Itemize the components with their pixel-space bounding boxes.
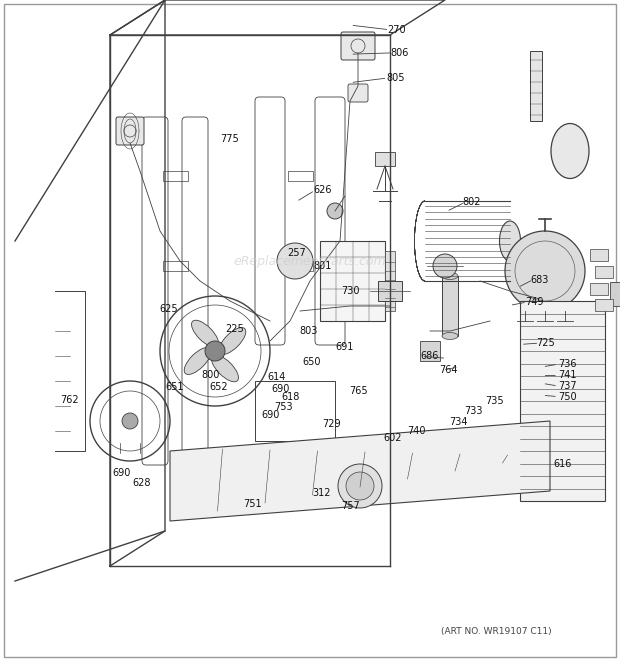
Bar <box>590 249 608 261</box>
Text: 806: 806 <box>391 48 409 58</box>
Text: 686: 686 <box>420 351 439 362</box>
Text: 626: 626 <box>313 185 332 196</box>
Bar <box>530 51 542 121</box>
Text: 735: 735 <box>485 395 503 406</box>
Text: 740: 740 <box>407 426 426 436</box>
Text: 751: 751 <box>244 499 262 510</box>
Bar <box>255 381 335 441</box>
Ellipse shape <box>211 355 239 382</box>
Bar <box>375 152 395 166</box>
Text: 683: 683 <box>530 274 549 285</box>
Text: (ART NO. WR19107 C11): (ART NO. WR19107 C11) <box>441 627 551 636</box>
Ellipse shape <box>192 320 218 347</box>
Text: 618: 618 <box>281 391 299 402</box>
Bar <box>610 282 620 306</box>
Text: 270: 270 <box>388 24 406 35</box>
Text: 651: 651 <box>166 381 184 392</box>
Text: 652: 652 <box>209 381 228 392</box>
Text: 625: 625 <box>159 303 178 314</box>
Circle shape <box>327 203 343 219</box>
Text: 803: 803 <box>299 325 318 336</box>
FancyBboxPatch shape <box>116 117 144 145</box>
Ellipse shape <box>551 124 589 178</box>
Bar <box>442 276 458 336</box>
Text: 312: 312 <box>312 488 330 498</box>
Bar <box>520 301 605 501</box>
Bar <box>378 281 402 301</box>
Text: 750: 750 <box>558 391 577 402</box>
Text: 775: 775 <box>220 134 239 144</box>
Text: 800: 800 <box>202 370 220 381</box>
Bar <box>420 341 440 361</box>
FancyBboxPatch shape <box>348 84 368 102</box>
Bar <box>595 299 613 311</box>
Text: 736: 736 <box>558 359 577 369</box>
Text: eReplacementParts.com: eReplacementParts.com <box>234 254 386 268</box>
Bar <box>288 261 313 271</box>
Text: 802: 802 <box>462 197 480 208</box>
Text: 691: 691 <box>335 342 354 352</box>
Text: 616: 616 <box>554 459 572 469</box>
Ellipse shape <box>500 221 521 261</box>
Text: 725: 725 <box>536 338 555 348</box>
Text: 602: 602 <box>384 433 402 444</box>
Ellipse shape <box>219 328 246 354</box>
Text: 734: 734 <box>450 416 468 427</box>
Ellipse shape <box>184 348 211 375</box>
Text: 628: 628 <box>132 478 151 488</box>
Bar <box>163 171 188 181</box>
Text: 753: 753 <box>275 401 293 412</box>
Text: 737: 737 <box>558 381 577 391</box>
Text: 741: 741 <box>558 370 577 381</box>
Circle shape <box>277 243 313 279</box>
Circle shape <box>205 341 225 361</box>
Circle shape <box>122 413 138 429</box>
Polygon shape <box>170 421 550 521</box>
Ellipse shape <box>442 332 458 340</box>
Circle shape <box>433 254 457 278</box>
Bar <box>595 266 613 278</box>
Bar <box>590 283 608 295</box>
Bar <box>288 171 313 181</box>
Circle shape <box>346 472 374 500</box>
Text: 690: 690 <box>261 410 280 420</box>
Text: 729: 729 <box>322 419 340 430</box>
Ellipse shape <box>442 272 458 280</box>
Text: 764: 764 <box>440 365 458 375</box>
Text: 690: 690 <box>112 468 131 479</box>
Bar <box>385 251 395 311</box>
Text: 733: 733 <box>464 406 482 416</box>
Bar <box>163 261 188 271</box>
Text: 650: 650 <box>302 356 321 367</box>
Text: 225: 225 <box>225 324 244 334</box>
Text: 614: 614 <box>267 371 286 382</box>
Text: 257: 257 <box>287 247 306 258</box>
Text: 730: 730 <box>341 286 360 296</box>
Text: 749: 749 <box>525 297 544 307</box>
Text: 762: 762 <box>60 395 79 405</box>
Bar <box>320 241 385 321</box>
Text: 801: 801 <box>313 261 332 272</box>
Text: 805: 805 <box>386 73 405 83</box>
Text: 690: 690 <box>272 383 290 394</box>
Circle shape <box>505 231 585 311</box>
Circle shape <box>338 464 382 508</box>
Text: 757: 757 <box>342 500 360 511</box>
Text: 765: 765 <box>349 386 368 397</box>
FancyBboxPatch shape <box>341 32 375 60</box>
